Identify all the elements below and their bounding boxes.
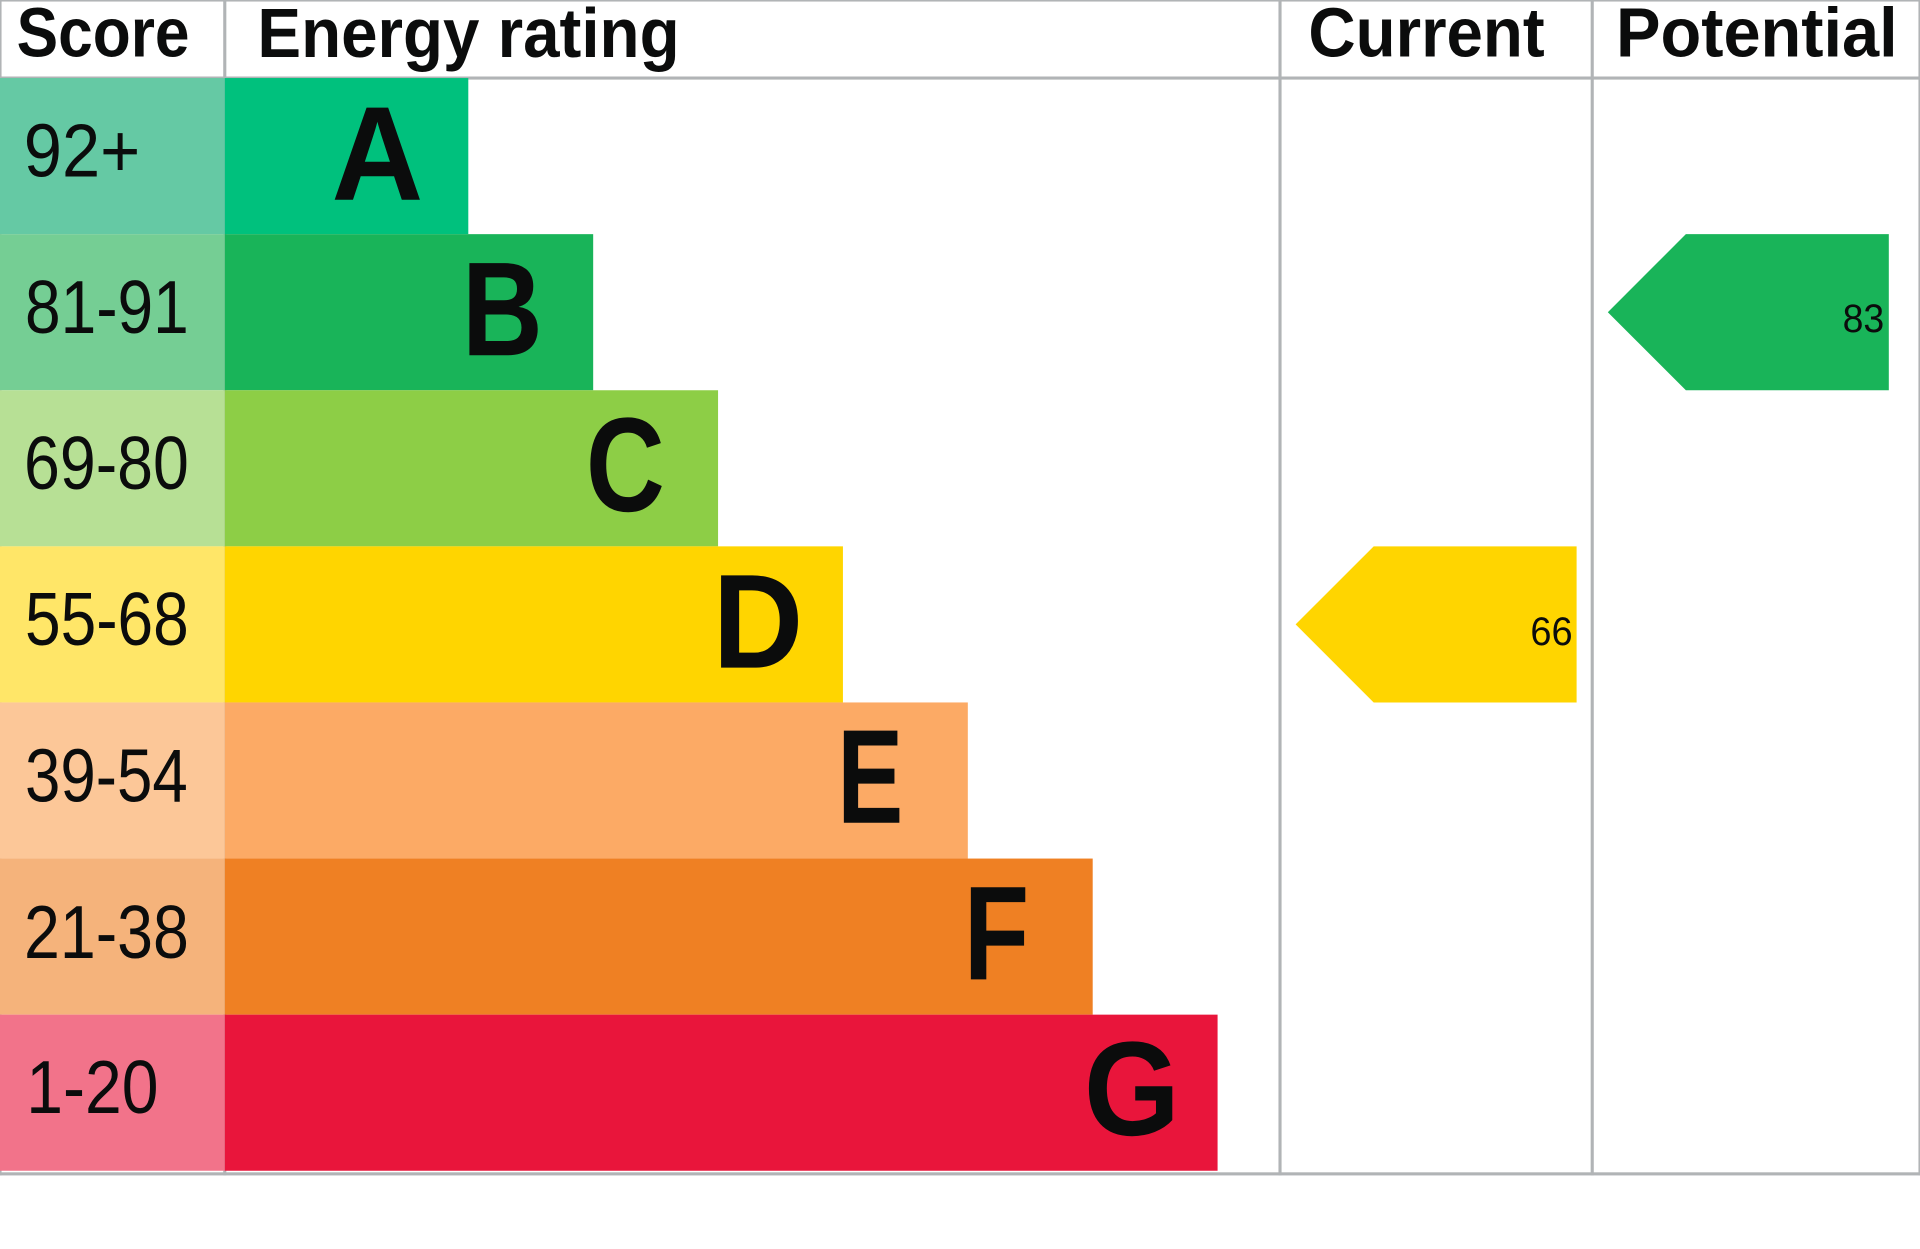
svg-text:A: A bbox=[332, 80, 424, 229]
svg-text:81-91: 81-91 bbox=[25, 265, 189, 349]
svg-text:E: E bbox=[837, 703, 903, 852]
svg-text:Potential: Potential bbox=[1616, 0, 1898, 72]
svg-text:D: D bbox=[713, 548, 803, 697]
svg-text:69-80: 69-80 bbox=[24, 421, 189, 505]
svg-text:F: F bbox=[964, 859, 1030, 1008]
svg-text:1-20: 1-20 bbox=[26, 1045, 158, 1129]
svg-text:66: 66 bbox=[1530, 610, 1572, 654]
svg-text:Energy rating: Energy rating bbox=[257, 0, 679, 72]
svg-text:39-54: 39-54 bbox=[25, 733, 188, 817]
svg-text:Current: Current bbox=[1308, 0, 1544, 72]
svg-text:92+: 92+ bbox=[24, 109, 140, 193]
svg-text:C: C bbox=[586, 391, 665, 540]
svg-text:55-68: 55-68 bbox=[25, 577, 189, 661]
svg-text:83: 83 bbox=[1843, 297, 1885, 341]
svg-text:21-38: 21-38 bbox=[24, 890, 189, 974]
svg-text:B: B bbox=[462, 235, 543, 384]
svg-text:G: G bbox=[1084, 1015, 1180, 1164]
svg-text:Score: Score bbox=[17, 0, 190, 72]
